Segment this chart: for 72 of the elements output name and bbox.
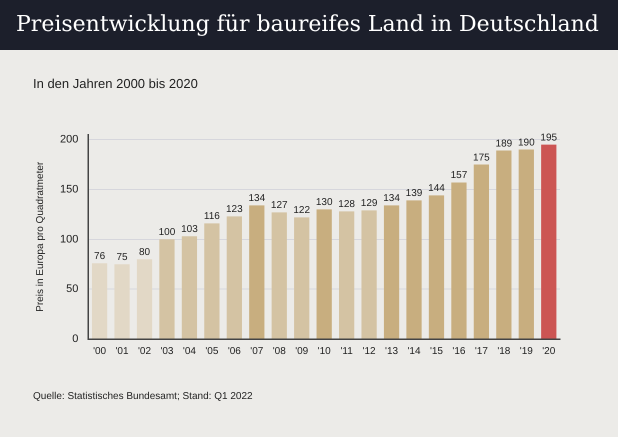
data-label: 75 — [116, 252, 128, 263]
bar — [159, 239, 175, 338]
data-label: 134 — [248, 193, 266, 204]
bar — [541, 144, 556, 338]
bar — [339, 211, 354, 338]
bar — [496, 150, 512, 338]
data-label: 129 — [360, 198, 378, 210]
x-tick-label: '05 — [205, 346, 219, 357]
chart-title: Preisentwicklung für baureifes Land in Deutschland — [0, 0, 618, 50]
bar — [406, 200, 422, 338]
data-label: 80 — [138, 246, 150, 258]
x-tick-label: '16 — [452, 346, 466, 357]
data-label: 195 — [540, 132, 558, 144]
x-tick-label: '20 — [542, 346, 556, 357]
x-tick-label: '13 — [385, 346, 398, 357]
x-tick-label: '18 — [497, 346, 511, 357]
data-label: 130 — [316, 197, 333, 208]
bar — [474, 164, 490, 338]
x-tick-label: '01 — [116, 346, 129, 357]
data-label: 189 — [496, 138, 513, 150]
bar — [518, 150, 534, 338]
data-label: 103 — [181, 224, 198, 236]
source-note: Quelle: Statistisches Bundesamt; Stand: Q1 2022 — [33, 391, 253, 402]
data-label: 116 — [204, 211, 220, 222]
data-label: 144 — [428, 183, 446, 194]
bar — [92, 263, 108, 338]
x-tick-label: '10 — [318, 346, 332, 357]
y-tick-label: 150 — [60, 183, 78, 196]
bar — [136, 259, 152, 338]
bar — [226, 216, 242, 338]
data-label: 175 — [473, 152, 490, 164]
bar — [451, 182, 467, 338]
x-tick-label: '00 — [93, 346, 107, 357]
data-label: 127 — [270, 200, 288, 212]
bar — [316, 209, 332, 338]
x-tick-label: '02 — [138, 346, 152, 357]
data-label: 122 — [293, 205, 310, 216]
x-tick-label: '03 — [160, 346, 174, 357]
x-tick-label: '12 — [362, 346, 376, 357]
bar — [294, 217, 310, 338]
x-tick-label: '04 — [182, 346, 196, 357]
x-tick-label: '06 — [228, 346, 242, 357]
data-label: 190 — [518, 137, 536, 148]
y-tick-label: 100 — [60, 233, 78, 246]
bar — [272, 212, 287, 338]
data-label: 76 — [94, 250, 106, 262]
data-label: 139 — [406, 188, 423, 200]
x-tick-label: '17 — [474, 346, 488, 357]
bar — [384, 205, 400, 338]
chart-subtitle: In den Jahren 2000 bis 2020 — [33, 76, 198, 91]
y-tick-label: 200 — [60, 134, 78, 146]
x-tick-label: '07 — [250, 346, 264, 357]
data-label: 100 — [158, 227, 176, 238]
bar — [182, 236, 198, 338]
data-label: 128 — [338, 199, 356, 210]
x-tick-label: '19 — [520, 346, 534, 357]
y-axis-title: Preis in Europa pro Quadratmeter — [34, 161, 46, 312]
bar — [114, 264, 130, 338]
bar — [428, 195, 444, 338]
data-label: 123 — [226, 204, 244, 216]
x-tick-label: '09 — [295, 346, 309, 357]
y-tick-label: 50 — [66, 283, 78, 296]
data-label: 157 — [450, 170, 468, 182]
x-tick-label: '11 — [340, 346, 354, 357]
x-tick-label: '08 — [272, 346, 286, 357]
bar — [249, 205, 264, 338]
y-tick-label: 0 — [72, 333, 78, 346]
x-tick-label: '15 — [430, 346, 444, 357]
data-label: 134 — [383, 193, 400, 204]
bar — [204, 223, 220, 338]
bar — [361, 210, 377, 338]
x-tick-label: '14 — [407, 346, 421, 357]
